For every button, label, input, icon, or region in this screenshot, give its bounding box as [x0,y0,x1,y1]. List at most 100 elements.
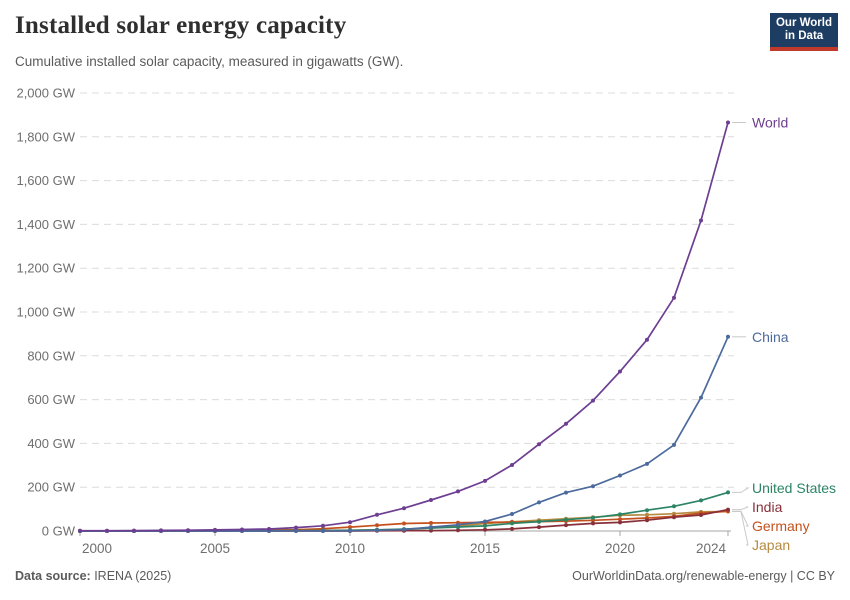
data-point [483,478,487,483]
data-point [726,120,730,125]
series-label-china[interactable]: China [752,329,789,345]
data-point [618,369,622,374]
data-point [267,527,271,531]
y-tick-label: 1,600 GW [16,173,75,188]
label-connector [732,510,749,527]
data-point [618,473,622,478]
data-source-value: IRENA (2025) [90,569,172,583]
data-point [375,523,379,528]
x-tick-label: 2020 [605,541,635,556]
data-point [564,490,568,495]
data-point [132,528,136,533]
data-point [591,521,595,526]
data-point [510,463,514,467]
data-point [672,515,676,520]
y-tick-label: 800 GW [27,348,75,363]
data-point [564,523,568,528]
data-point [456,528,460,533]
owid-logo-line2: in Data [784,30,824,42]
page-title: Installed solar energy capacity [15,12,347,39]
data-point [645,518,649,523]
data-point [348,520,352,525]
y-tick-label: 1,200 GW [16,261,75,276]
data-point [699,218,703,223]
data-point [726,334,730,339]
owid-logo[interactable]: Our World in Data [770,13,838,51]
data-point [537,500,541,505]
data-point [618,512,622,517]
y-tick-label: 400 GW [27,436,75,451]
data-point [672,442,676,447]
series-label-united-states[interactable]: United States [752,480,836,496]
data-point [645,461,649,466]
data-point [213,527,217,532]
data-point [537,442,541,447]
data-point [726,507,730,512]
y-tick-label: 0 GW [42,524,76,539]
series-line-world[interactable] [80,122,729,532]
credit-link[interactable]: OurWorldinData.org/renewable-energy | CC… [572,569,835,583]
series-line-china[interactable] [80,336,729,532]
y-tick-label: 1,400 GW [16,217,75,232]
data-point [510,521,514,526]
y-tick-label: 600 GW [27,392,75,407]
x-tick-label: 2005 [200,541,230,556]
x-tick-label: 2000 [82,541,112,556]
data-point [186,528,190,533]
series-label-japan[interactable]: Japan [752,537,790,553]
data-point [294,525,298,530]
data-point [537,525,541,530]
data-point [618,517,622,522]
data-point [483,523,487,528]
data-point [402,527,406,532]
data-point [402,506,406,511]
data-point [537,519,541,524]
data-point [564,421,568,426]
data-point [645,512,649,517]
data-point [240,527,244,532]
owid-logo-line1: Our World [775,16,832,29]
data-point [348,525,352,530]
data-point [348,528,352,533]
data-point [672,504,676,509]
data-point [645,337,649,342]
series-label-india[interactable]: India [752,499,783,515]
data-point [456,489,460,494]
series-label-world[interactable]: World [752,115,788,131]
data-point [645,508,649,513]
data-point [483,519,487,524]
data-source: Data source: IRENA (2025) [15,569,171,583]
data-point [699,395,703,400]
data-source-label: Data source: [15,569,91,583]
label-connector [732,487,750,493]
data-point [321,528,325,533]
data-point [402,521,406,526]
data-point [510,526,514,531]
data-point [78,528,82,533]
y-tick-label: 200 GW [27,480,75,495]
data-point [510,512,514,516]
data-point [429,521,433,525]
data-point [591,515,595,520]
data-point [618,520,622,525]
series-label-germany[interactable]: Germany [752,518,810,534]
data-point [456,522,460,527]
data-point [429,525,433,530]
data-point [375,528,379,533]
data-point [429,498,433,502]
y-tick-label: 1,000 GW [16,305,75,320]
data-point [672,295,676,300]
data-point [159,528,163,533]
data-point [591,484,595,489]
data-point [591,398,595,403]
data-point [294,528,298,533]
label-connector [732,506,749,511]
label-connector [732,511,749,546]
data-point [564,517,568,522]
x-tick-label: 2015 [470,541,500,556]
y-tick-label: 1,800 GW [16,129,75,144]
x-tick-label: 2024 [696,541,727,556]
data-point [483,527,487,532]
